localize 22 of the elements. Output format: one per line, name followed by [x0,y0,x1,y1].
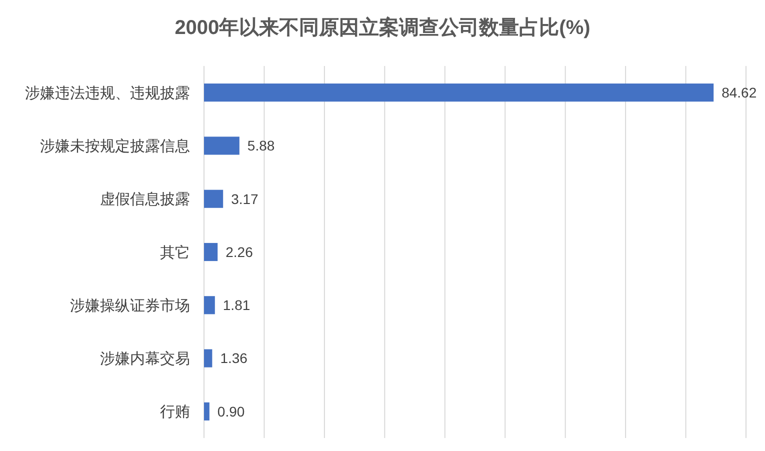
bar [204,84,714,102]
data-label: 3.17 [231,190,259,207]
bar [204,136,240,155]
y-tick-label: 涉嫌未按规定披露信息 [40,138,190,155]
y-tick-label: 虚假信息披露 [100,191,190,208]
y-tick-label: 涉嫌内幕交易 [100,350,190,368]
data-label: 1.81 [222,297,250,314]
y-tick-label: 行贿 [160,404,190,421]
data-label: 84.62 [722,84,757,100]
chart-title: 2000年以来不同原因立案调查公司数量占比(%) [174,16,590,39]
data-label: 2.26 [226,244,254,260]
bar [204,296,215,314]
bar [204,242,218,262]
data-label: 0.90 [217,403,245,420]
bar [204,190,224,208]
data-label: 5.88 [247,138,275,154]
y-tick-label: 涉嫌操纵证券市场 [70,297,190,314]
data-label: 1.36 [220,350,248,366]
y-tick-label: 其它 [160,244,190,262]
y-tick-label: 涉嫌违法违规、违规披露 [25,84,190,102]
bar [204,402,210,420]
bar [204,349,212,368]
